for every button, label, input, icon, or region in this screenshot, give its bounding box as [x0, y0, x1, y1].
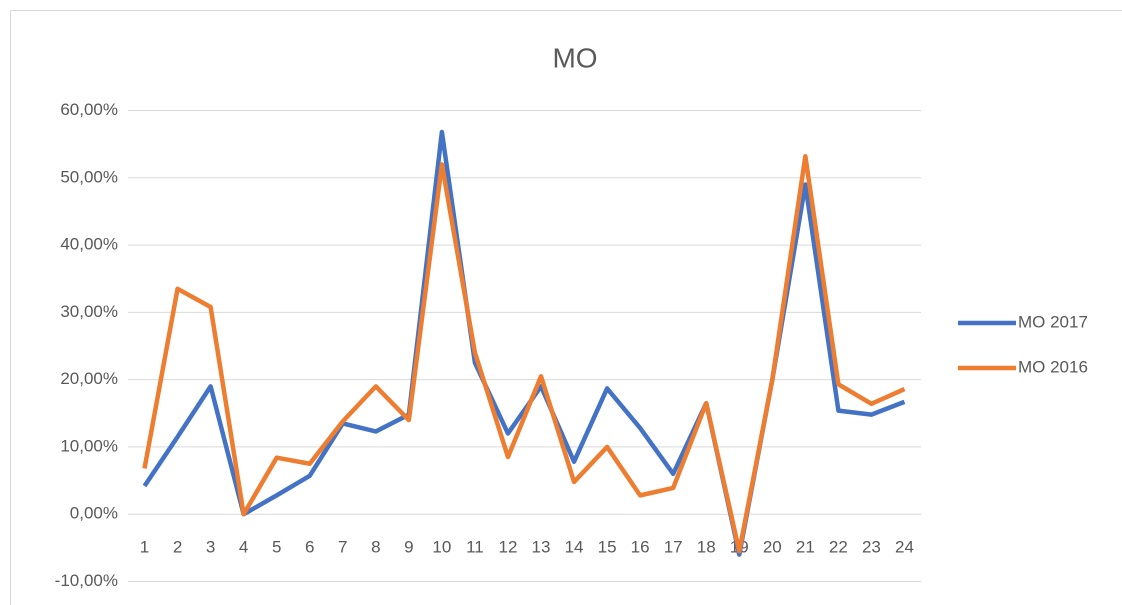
x-tick-label: 21 — [796, 538, 815, 557]
x-tick-label: 8 — [371, 538, 380, 557]
x-tick-label: 1 — [140, 538, 149, 557]
x-tick-label: 12 — [499, 538, 518, 557]
x-tick-label: 10 — [432, 538, 451, 557]
y-tick-label: 20,00% — [60, 369, 118, 388]
x-tick-label: 7 — [338, 538, 347, 557]
legend-label: MO 2016 — [1018, 357, 1088, 376]
x-tick-label: 16 — [631, 538, 650, 557]
y-tick-label: 0,00% — [70, 504, 118, 523]
x-tick-label: 11 — [466, 538, 484, 557]
x-tick-label: 6 — [305, 538, 314, 557]
y-tick-label: 50,00% — [60, 167, 118, 186]
x-tick-label: 18 — [697, 538, 716, 557]
x-tick-label: 24 — [895, 538, 914, 557]
legend-label: MO 2017 — [1018, 312, 1088, 331]
chart-title: MO — [552, 42, 597, 73]
y-tick-label: 30,00% — [60, 302, 118, 321]
x-tick-label: 13 — [532, 538, 551, 557]
x-tick-label: 15 — [598, 538, 617, 557]
y-tick-label: 10,00% — [60, 436, 118, 455]
x-tick-label: 5 — [272, 538, 281, 557]
x-tick-label: 2 — [173, 538, 182, 557]
x-tick-label: 17 — [664, 538, 683, 557]
x-tick-label: 3 — [206, 538, 215, 557]
series-line — [142, 154, 906, 554]
y-tick-label: 60,00% — [60, 100, 118, 119]
x-tick-label: 9 — [404, 538, 413, 557]
x-tick-label: 20 — [763, 538, 782, 557]
x-tick-label: 23 — [862, 538, 881, 557]
x-tick-label: 4 — [239, 538, 248, 557]
y-tick-label: -10,00% — [55, 571, 118, 590]
chart-border — [10, 10, 1122, 605]
x-tick-label: 14 — [565, 538, 584, 557]
x-tick-label: 22 — [829, 538, 848, 557]
y-tick-label: 40,00% — [60, 235, 118, 254]
